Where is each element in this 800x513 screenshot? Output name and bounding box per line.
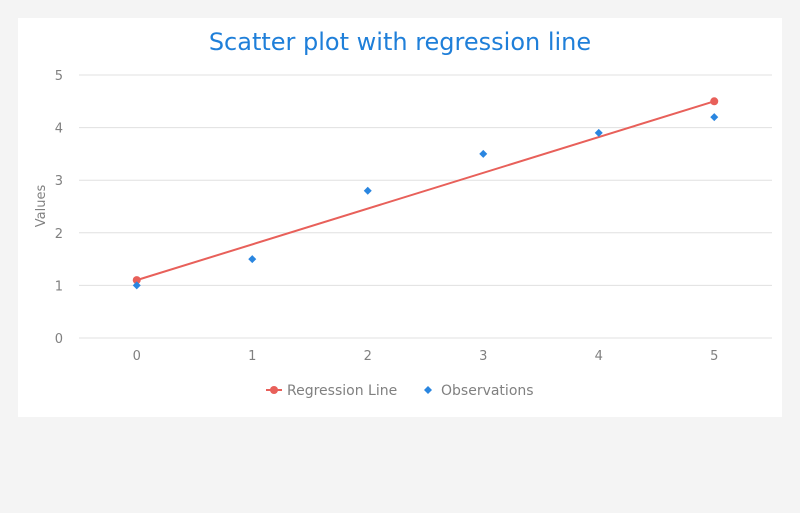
- x-tick-label: 3: [479, 349, 487, 364]
- y-axis-label: Values: [34, 185, 49, 228]
- regression-endpoint: [710, 97, 719, 106]
- legend: Regression Line Observations: [266, 383, 534, 399]
- chart-card: [18, 18, 782, 417]
- x-tick-label: 4: [595, 349, 603, 364]
- legend-line-marker: [270, 386, 278, 394]
- y-tick-label: 5: [55, 69, 63, 84]
- observation-point: [710, 113, 719, 122]
- observation-point: [248, 255, 257, 264]
- x-tick-label: 1: [248, 349, 256, 364]
- y-tick-label: 4: [55, 122, 63, 137]
- grid-lines: [79, 74, 772, 339]
- regression-endpoint: [132, 276, 141, 285]
- legend-observations-label: Observations: [441, 383, 534, 399]
- legend-diamond-swatch: [424, 386, 432, 394]
- observation-point: [479, 149, 488, 158]
- chart-title: Scatter plot with regression line: [209, 28, 591, 56]
- regression-line: [136, 100, 715, 282]
- observation-point: [363, 186, 372, 195]
- y-axis-ticks: 0 1 2 3 4 5: [55, 69, 63, 347]
- plot-area: [132, 97, 719, 290]
- x-tick-label: 5: [710, 349, 718, 364]
- y-tick-label: 1: [55, 279, 63, 294]
- legend-regression-label: Regression Line: [287, 383, 397, 399]
- y-tick-label: 3: [55, 174, 63, 189]
- y-tick-label: 0: [55, 332, 63, 347]
- x-axis-ticks: 0 1 2 3 4 5: [133, 349, 719, 364]
- x-tick-label: 0: [133, 349, 141, 364]
- y-tick-label: 2: [55, 227, 63, 242]
- observation-point: [132, 281, 141, 290]
- x-tick-label: 2: [364, 349, 372, 364]
- observation-point: [594, 128, 603, 137]
